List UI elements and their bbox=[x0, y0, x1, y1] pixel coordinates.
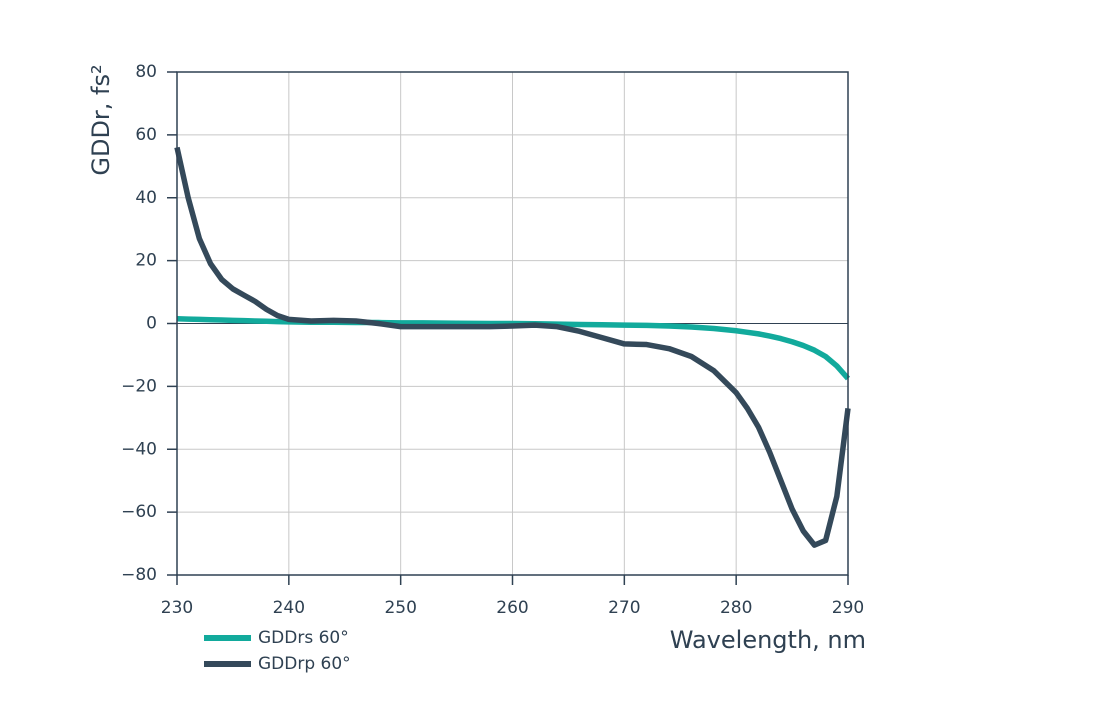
x-tick-label: 230 bbox=[161, 598, 193, 618]
x-tick-label: 260 bbox=[496, 598, 528, 618]
y-tick-label: −40 bbox=[121, 439, 157, 459]
x-tick-label: 280 bbox=[720, 598, 752, 618]
x-tick-label: 290 bbox=[832, 598, 864, 618]
legend-label: GDDrp 60° bbox=[258, 654, 351, 674]
y-tick-label: 60 bbox=[135, 125, 157, 145]
y-axis-title: GDDr, fs² bbox=[87, 64, 115, 175]
plot-frame bbox=[176, 71, 849, 576]
y-tick-label: −20 bbox=[121, 376, 157, 396]
x-tick-label: 250 bbox=[384, 598, 416, 618]
data-line bbox=[174, 146, 851, 548]
y-tick-label: 0 bbox=[146, 314, 157, 334]
y-tick-label: −60 bbox=[121, 502, 157, 522]
y-tick-label: 40 bbox=[135, 188, 157, 208]
x-tick-label: 240 bbox=[273, 598, 305, 618]
x-axis-title: Wavelength, nm bbox=[670, 626, 866, 654]
x-tick-label: 270 bbox=[608, 598, 640, 618]
legend: GDDrs 60° GDDrp 60° bbox=[204, 628, 351, 674]
plot-lines bbox=[174, 146, 851, 548]
y-tick-label: −80 bbox=[121, 565, 157, 585]
legend-label: GDDrs 60° bbox=[258, 628, 349, 648]
y-tick-label: 20 bbox=[135, 251, 157, 271]
tick-labels: −80 −60 −40 −20 0 20 40 60 80 230 240 250 260 270 280 2… bbox=[121, 62, 864, 618]
y-tick-label: 80 bbox=[135, 62, 157, 82]
